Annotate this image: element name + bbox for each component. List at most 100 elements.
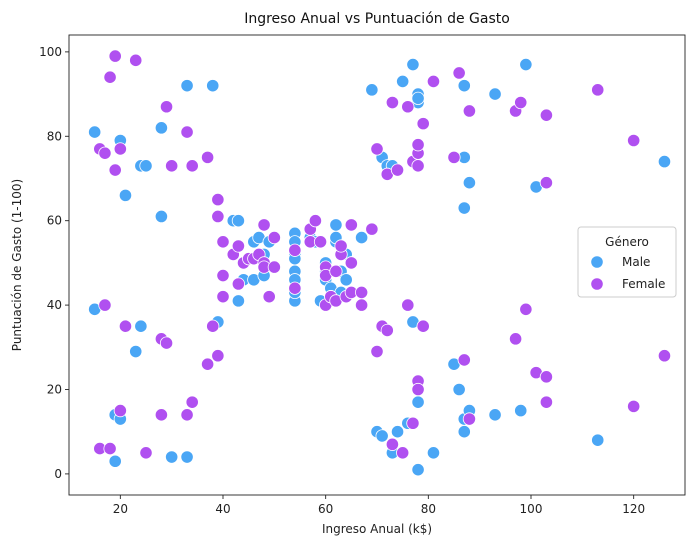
point-male (165, 450, 179, 464)
x-axis-label: Ingreso Anual (k$) (322, 522, 432, 536)
point-male (118, 188, 133, 202)
point-male (339, 273, 353, 287)
point-female (370, 142, 384, 156)
point-female (262, 290, 276, 304)
point-male (591, 433, 605, 447)
point-female (365, 222, 379, 236)
point-male (206, 79, 220, 93)
x-tick-label: 40 (215, 502, 230, 516)
point-male (231, 294, 245, 308)
y-axis-label: Puntuación de Gasto (1-100) (10, 179, 24, 351)
point-male (514, 403, 528, 418)
point-female (385, 95, 399, 110)
x-tick-label: 60 (318, 502, 333, 516)
point-female (159, 336, 174, 350)
point-male (329, 218, 343, 232)
point-female (426, 74, 441, 89)
point-male (452, 382, 466, 397)
point-female (139, 446, 153, 460)
point-female (447, 150, 461, 164)
point-female (211, 209, 225, 224)
y-tick-label: 40 (47, 298, 62, 312)
point-male (406, 57, 420, 72)
legend-marker-male (590, 255, 604, 269)
point-female (154, 408, 168, 422)
point-male (108, 454, 122, 468)
point-female (231, 277, 245, 291)
y-tick-label: 80 (47, 129, 62, 143)
point-female (396, 446, 410, 460)
point-female (539, 370, 554, 384)
legend-marker-female (590, 277, 604, 291)
point-male (154, 209, 168, 224)
point-male (154, 121, 168, 135)
point-male (462, 176, 476, 190)
point-female (118, 319, 133, 333)
point-female (627, 399, 641, 413)
point-female (98, 146, 112, 160)
point-female (211, 192, 225, 207)
point-female (508, 332, 523, 346)
point-male (134, 319, 148, 333)
point-female (185, 159, 199, 173)
point-female (108, 49, 122, 63)
point-male (139, 159, 153, 173)
y-tick-label: 60 (47, 214, 62, 228)
point-male (519, 57, 533, 72)
point-female (370, 344, 384, 359)
points-layer (88, 49, 672, 477)
x-tick-label: 120 (622, 502, 645, 516)
point-female (267, 260, 281, 274)
x-axis: 20 40 60 80 100 120 (113, 495, 645, 516)
point-female (385, 437, 399, 451)
legend-box (577, 226, 677, 298)
point-female (159, 100, 174, 114)
legend-title: Género (605, 235, 649, 249)
point-female (201, 357, 215, 371)
point-male (457, 425, 471, 439)
point-male (488, 87, 502, 101)
point-male (396, 74, 410, 89)
point-female (98, 298, 112, 312)
point-female (416, 117, 430, 131)
point-female (354, 285, 369, 300)
point-female (591, 83, 605, 97)
y-tick-label: 20 (47, 382, 62, 396)
point-female (129, 53, 143, 67)
point-female (180, 125, 194, 139)
point-female (657, 349, 672, 363)
chart-title: Ingreso Anual vs Puntuación de Gasto (244, 11, 510, 27)
point-male (457, 201, 471, 215)
point-male (488, 408, 502, 422)
point-female (627, 133, 641, 148)
point-male (411, 395, 425, 409)
point-female (539, 176, 554, 190)
point-female (401, 100, 415, 114)
point-female (185, 395, 199, 409)
point-female (308, 214, 322, 228)
point-male (180, 79, 194, 93)
point-female (539, 108, 554, 122)
point-female (103, 70, 117, 84)
point-female (354, 298, 369, 312)
point-female (108, 163, 122, 177)
point-female (406, 416, 420, 430)
point-female (103, 441, 117, 456)
y-tick-label: 0 (54, 467, 62, 481)
plot-frame (68, 34, 686, 496)
point-female (113, 403, 127, 418)
point-female (257, 218, 271, 232)
point-female (411, 382, 425, 397)
point-female (180, 408, 194, 422)
legend-label-male: Male (622, 255, 650, 269)
point-female (216, 235, 230, 249)
point-female (334, 239, 348, 253)
point-male (180, 450, 194, 464)
y-tick-label: 100 (39, 45, 62, 59)
point-female (267, 230, 281, 245)
point-female (216, 290, 230, 304)
point-female (401, 298, 415, 312)
point-female (411, 159, 425, 173)
point-female (288, 243, 302, 257)
